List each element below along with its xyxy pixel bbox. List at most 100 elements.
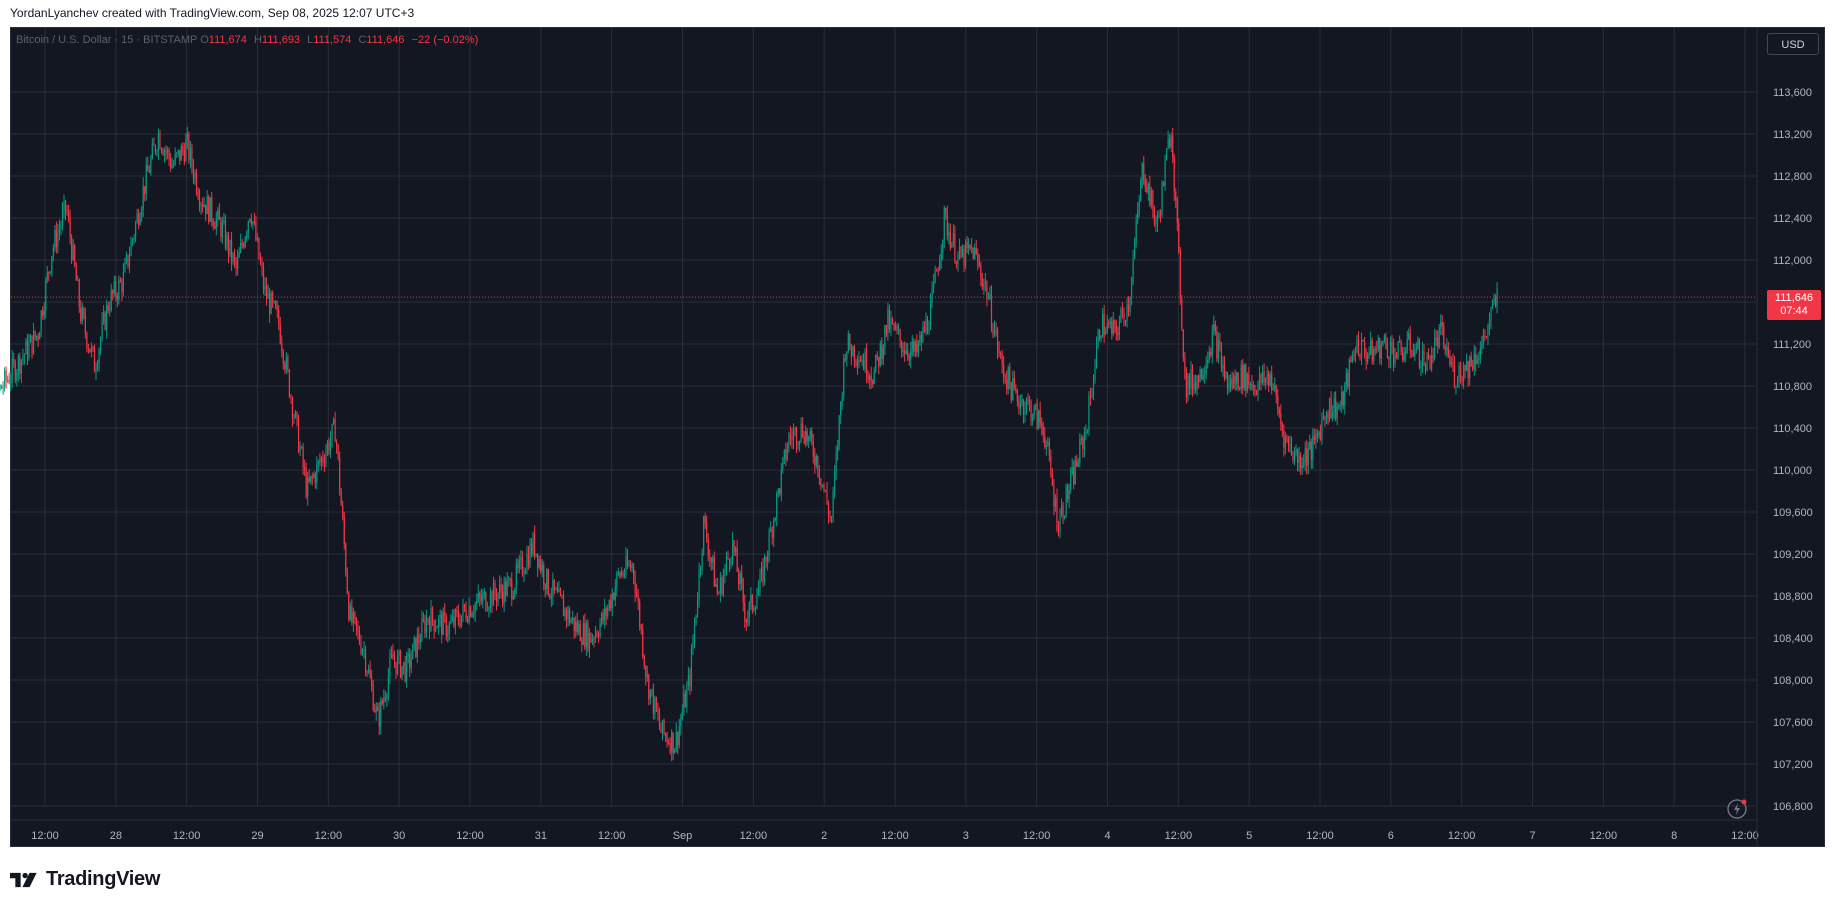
candle-body (660, 726, 662, 733)
candle-body (1091, 395, 1093, 397)
candle-body (1304, 447, 1306, 463)
candle-body (741, 573, 743, 584)
candle-body (479, 593, 481, 598)
candle-body (372, 685, 374, 711)
candle-body (996, 329, 999, 351)
candle-body (352, 612, 354, 623)
candle-body (366, 671, 368, 673)
candle-body (619, 572, 621, 577)
candle-body (555, 588, 557, 590)
candle-body (1242, 365, 1244, 389)
candle-body (908, 355, 910, 360)
candle-body (896, 326, 898, 331)
candle-body (674, 749, 676, 754)
candle-body (812, 441, 814, 457)
candle-body (270, 292, 272, 314)
candle-body (45, 280, 47, 310)
candle-body (237, 257, 239, 269)
candle-body (949, 232, 951, 248)
symbol-label[interactable]: Bitcoin / U.S. Dollar · 15 · BITSTAMP (16, 34, 198, 46)
lightning-nav-icon[interactable] (1725, 797, 1749, 821)
candle-body (450, 621, 452, 624)
candle-body (1438, 327, 1440, 348)
candle-body (1377, 338, 1379, 350)
candle-body (710, 557, 712, 563)
bar-countdown: 07:44 (1780, 305, 1808, 317)
last-price-tag: 111,646 07:44 (1767, 290, 1821, 320)
candle-body (859, 359, 862, 362)
candle-body (157, 133, 160, 152)
candle-body (1278, 409, 1280, 414)
candle-body (1281, 424, 1283, 431)
candle-body (502, 591, 504, 604)
candle-body (1089, 395, 1092, 397)
candle-body (240, 242, 242, 253)
candle-body (893, 323, 895, 330)
candle-body (939, 259, 941, 271)
candle-body (940, 252, 942, 260)
candle-body (1392, 347, 1395, 364)
candle-body (1367, 356, 1369, 362)
low-value: 111,574 (313, 34, 352, 46)
candle-body (1175, 191, 1177, 200)
candle-body (471, 613, 473, 617)
candle-body (1006, 379, 1008, 389)
candle-body (604, 608, 606, 621)
candle-body (322, 457, 324, 462)
candle-body (594, 632, 597, 639)
candle-body (1213, 324, 1215, 332)
candle-body (220, 219, 222, 237)
candle-body (285, 357, 287, 370)
candle-body (1426, 353, 1428, 372)
candle-body (299, 447, 301, 453)
candle-body (1092, 380, 1095, 396)
candle-body (1106, 323, 1108, 333)
candle-body (503, 581, 505, 604)
candle-body (1272, 389, 1274, 391)
candle-body (404, 662, 406, 682)
candle-body (1047, 442, 1049, 445)
candle-body (162, 150, 164, 155)
candle-body (1016, 390, 1018, 401)
candle-body (235, 260, 237, 269)
chart-panel[interactable] (10, 27, 1825, 847)
candle-body (852, 346, 854, 357)
candle-body (1196, 375, 1198, 391)
tradingview-brand[interactable]: TradingView (10, 868, 160, 891)
candle-body (1245, 364, 1247, 391)
candle-body (709, 555, 711, 558)
candle-body (252, 221, 254, 225)
candle-body (1118, 322, 1120, 336)
candle-body (1449, 355, 1451, 365)
candle-body (748, 602, 750, 618)
currency-button[interactable]: USD (1767, 33, 1819, 55)
candle-body (185, 140, 187, 162)
candle-body (189, 147, 192, 161)
candle-body (442, 611, 444, 635)
candle-body (599, 623, 601, 637)
candle-body (401, 666, 403, 678)
candle-body (16, 372, 18, 381)
candle-body (1027, 399, 1029, 401)
candle-body (929, 302, 932, 330)
candle-body (354, 612, 356, 618)
candle-body (468, 606, 470, 622)
candle-body (148, 171, 150, 173)
candle-body (170, 158, 172, 169)
candle-body (872, 381, 874, 384)
candle-body (1341, 391, 1343, 406)
candle-body (176, 153, 178, 155)
candle-body (42, 310, 44, 316)
candle-body (693, 624, 696, 642)
candle-body (818, 473, 820, 479)
candle-body (1217, 340, 1219, 359)
low-label: L (307, 34, 314, 46)
candle-body (259, 258, 262, 264)
candle-body (552, 579, 554, 597)
candle-body (1050, 455, 1052, 475)
candle-body (925, 318, 927, 332)
candle-body (337, 444, 339, 458)
candle-body (215, 218, 217, 229)
candle-body (392, 653, 394, 660)
